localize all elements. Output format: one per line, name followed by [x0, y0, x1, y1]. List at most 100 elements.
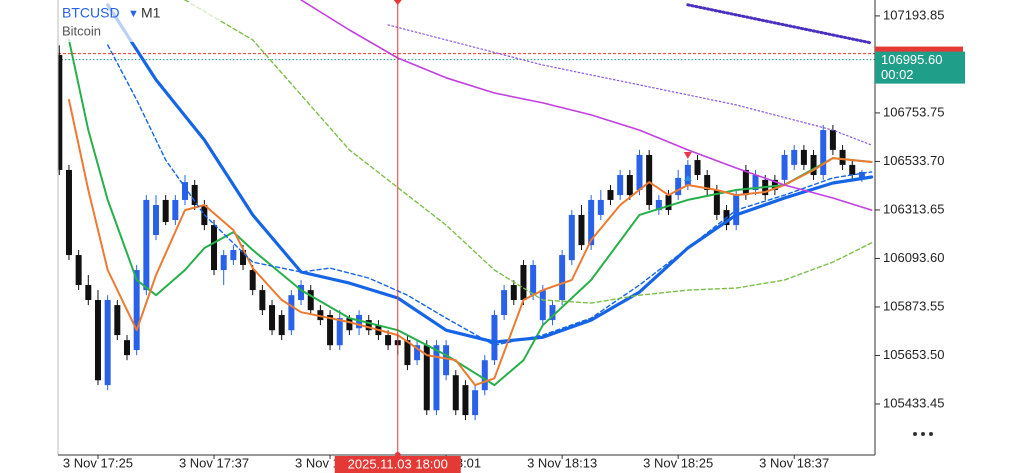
x-tick-label: 3 Nov 18:25	[643, 455, 713, 470]
crosshair-label: 2025.11.03 18:00	[348, 456, 448, 471]
candle-body	[704, 175, 711, 191]
candle-body	[491, 315, 498, 361]
y-tick-label: 105653.50	[883, 347, 944, 362]
timeframe[interactable]: M1	[141, 5, 161, 21]
indicator-line	[68, 38, 873, 387]
more-menu[interactable]	[913, 432, 933, 436]
crosshair-label-bg	[334, 456, 461, 473]
candle-body	[307, 290, 314, 311]
candle-body	[65, 169, 72, 256]
candle-body	[249, 270, 256, 291]
ask-label-bg	[875, 46, 963, 57]
crosshair-top	[393, 0, 402, 5]
candle-body	[423, 345, 430, 411]
candle-body	[588, 199, 595, 246]
candle-body	[530, 264, 537, 296]
candle-body	[559, 255, 566, 301]
candle-body	[520, 264, 527, 301]
candle-body	[153, 205, 159, 235]
x-tick-label: 3 Nov 18:13	[527, 455, 597, 470]
candle-body	[820, 130, 827, 176]
candle-body	[472, 390, 479, 416]
candle-body	[665, 195, 672, 211]
y-tick-label: 106093.60	[883, 250, 944, 265]
candle-body	[858, 171, 865, 178]
candle-body	[336, 318, 343, 346]
candle-body	[791, 149, 798, 165]
candle-body	[356, 315, 363, 329]
indicator-line	[686, 3, 874, 45]
candle-body	[617, 175, 624, 196]
candle-body	[162, 199, 169, 222]
candle-body	[172, 199, 179, 221]
buy-marker	[683, 175, 692, 181]
x-tick-label: 3 Nov 17:37	[179, 455, 249, 470]
x-tick-label: 3 Nov 17:25	[63, 455, 133, 470]
candle-body	[646, 154, 653, 206]
bid-timer: 00:02	[881, 67, 914, 82]
indicator-line	[106, 3, 874, 344]
candle-body	[133, 270, 140, 351]
candle-body	[317, 310, 324, 321]
candle-body	[404, 340, 411, 366]
candle-body	[839, 149, 846, 165]
candle-body	[143, 199, 150, 291]
candle-body	[298, 285, 305, 301]
candle-body	[259, 290, 266, 311]
candle-body	[549, 305, 556, 321]
candle-body	[114, 305, 121, 336]
y-tick-label: 107193.85	[883, 7, 944, 22]
symbol-description: Bitcoin	[62, 23, 101, 38]
y-tick-label: 106313.65	[883, 201, 944, 216]
candle-body	[626, 175, 633, 196]
candle-body	[800, 149, 807, 165]
dot	[921, 432, 925, 436]
symbol-menu[interactable]: ▼	[128, 8, 139, 20]
candle-body	[849, 164, 856, 176]
candle-body	[191, 184, 198, 206]
dot	[929, 432, 933, 436]
candle-body	[85, 285, 92, 301]
y-tick-label: 106753.75	[883, 104, 944, 119]
candle-body	[597, 199, 604, 215]
candle-body	[365, 320, 372, 331]
candle-body	[230, 249, 237, 261]
indicator-line	[184, 0, 873, 304]
candle-body	[694, 160, 701, 176]
candle-body	[220, 255, 227, 271]
candle-body	[211, 225, 218, 271]
indicator-line	[107, 44, 873, 346]
candle-body	[452, 375, 459, 411]
candle-body	[742, 169, 749, 196]
candle-body	[829, 130, 836, 150]
sell-marker	[683, 152, 692, 159]
y-tick-label: 105433.45	[883, 395, 944, 410]
candle-body	[58, 54, 63, 170]
candle-body	[385, 335, 392, 346]
candle-body	[607, 190, 614, 200]
candle-body	[481, 360, 488, 391]
y-tick-label: 106533.70	[883, 153, 944, 168]
candle-body	[414, 345, 421, 361]
bid-label-bg	[875, 51, 965, 84]
candle-body	[240, 249, 247, 265]
candle-body	[578, 214, 585, 246]
candle-body	[94, 300, 101, 381]
header-bg	[60, 2, 220, 42]
symbol[interactable]: BTCUSD	[62, 5, 120, 21]
candle-body	[462, 385, 469, 416]
indicator-line	[68, 98, 873, 387]
candle-body	[771, 179, 778, 191]
candle-body	[636, 154, 643, 191]
candle-body	[752, 175, 759, 191]
candle-body	[123, 340, 130, 356]
dot	[913, 432, 917, 436]
candle-body	[278, 315, 285, 336]
candle-body	[346, 318, 353, 331]
candle-body	[501, 290, 508, 316]
candle-body	[675, 177, 682, 196]
candle-body	[781, 154, 788, 180]
candle-body	[810, 154, 817, 176]
bid-label: 106995.60	[881, 52, 942, 67]
